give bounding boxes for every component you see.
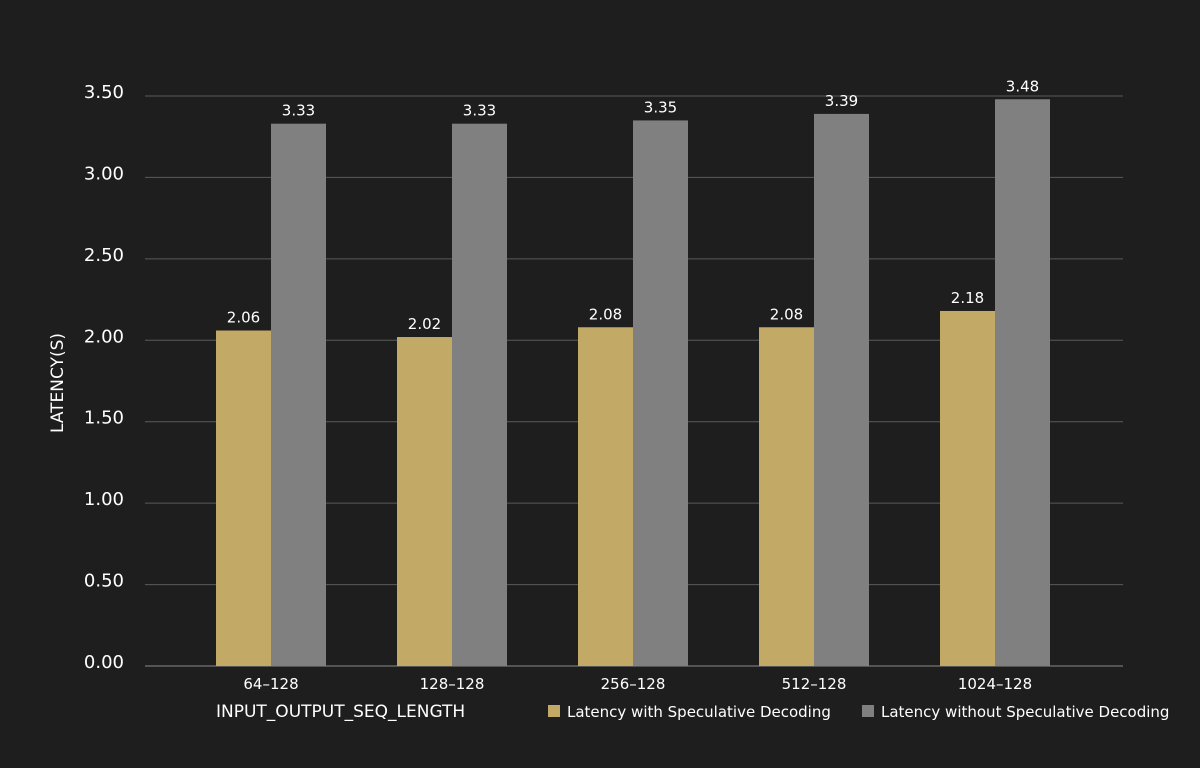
bar-without-speculative [271,123,326,666]
legend-item-without-speculative: Latency without Speculative Decoding [862,703,1169,721]
y-tick-label: 3.50 [84,82,124,103]
bar-with-speculative [940,310,995,666]
data-label-with-speculative: 2.08 [770,305,803,323]
bar-without-speculative [814,113,869,666]
x-tick-label: 128–128 [420,675,485,693]
data-label-without-speculative: 3.33 [463,102,496,120]
y-tick-label: 2.00 [84,326,124,347]
legend-label-without-speculative: Latency without Speculative Decoding [881,703,1169,721]
bar-with-speculative [397,337,452,666]
x-tick-label: 256–128 [601,675,666,693]
y-tick-label: 2.50 [84,245,124,266]
data-label-with-speculative: 2.18 [951,289,984,307]
x-axis-title: INPUT_OUTPUT_SEQ_LENGTH [216,702,465,722]
y-tick-label: 1.50 [84,408,124,429]
legend-swatch-with-speculative [548,705,560,717]
legend-item-with-speculative: Latency with Speculative Decoding [548,703,831,721]
bar-with-speculative [578,327,633,666]
data-labels: 2.06 3.33 2.02 3.33 2.08 3.35 2.08 3.39 2.18 3.48 [227,77,1039,333]
bar-without-speculative [633,120,688,666]
data-label-with-speculative: 2.06 [227,309,260,327]
bars [216,99,1050,666]
data-label-with-speculative: 2.08 [589,305,622,323]
data-label-without-speculative: 3.48 [1006,77,1039,95]
y-tick-label: 0.00 [84,652,124,673]
data-label-without-speculative: 3.35 [644,98,677,116]
bar-with-speculative [216,330,271,666]
x-tick-label: 1024–128 [958,675,1032,693]
bar-with-speculative [759,327,814,666]
y-tick-label: 1.00 [84,489,124,510]
y-tick-label: 0.50 [84,571,124,592]
x-tick-label: 512–128 [782,675,847,693]
y-tick-label: 3.00 [84,163,124,184]
data-label-without-speculative: 3.39 [825,92,858,110]
y-axis-title: LATENCY(S) [48,333,68,433]
x-axis-ticks: 64–128 128–128 256–128 512–128 1024–128 [243,675,1032,693]
legend: Latency with Speculative Decoding Latenc… [548,703,1169,721]
bar-without-speculative [995,99,1050,666]
legend-swatch-without-speculative [862,705,874,717]
legend-label-with-speculative: Latency with Speculative Decoding [567,703,831,721]
data-label-with-speculative: 2.02 [408,315,441,333]
data-label-without-speculative: 3.33 [282,102,315,120]
y-axis-ticks: 0.00 0.50 1.00 1.50 2.00 2.50 3.00 3.50 [84,82,124,673]
x-tick-label: 64–128 [243,675,298,693]
bar-without-speculative [452,123,507,666]
